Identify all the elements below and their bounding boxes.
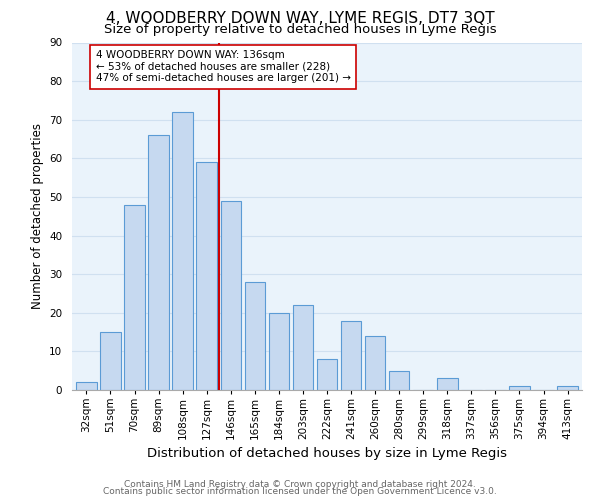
Bar xyxy=(172,112,193,390)
X-axis label: Distribution of detached houses by size in Lyme Regis: Distribution of detached houses by size … xyxy=(147,448,507,460)
Bar xyxy=(365,336,385,390)
Text: Contains public sector information licensed under the Open Government Licence v3: Contains public sector information licen… xyxy=(103,487,497,496)
Bar xyxy=(293,305,313,390)
Bar xyxy=(100,332,121,390)
Bar xyxy=(389,370,409,390)
Text: Contains HM Land Registry data © Crown copyright and database right 2024.: Contains HM Land Registry data © Crown c… xyxy=(124,480,476,489)
Bar xyxy=(269,313,289,390)
Bar xyxy=(196,162,217,390)
Bar xyxy=(148,135,169,390)
Bar xyxy=(76,382,97,390)
Bar xyxy=(509,386,530,390)
Text: 4 WOODBERRY DOWN WAY: 136sqm
← 53% of detached houses are smaller (228)
47% of s: 4 WOODBERRY DOWN WAY: 136sqm ← 53% of de… xyxy=(95,50,350,84)
Bar xyxy=(317,359,337,390)
Y-axis label: Number of detached properties: Number of detached properties xyxy=(31,123,44,309)
Bar xyxy=(245,282,265,390)
Text: Size of property relative to detached houses in Lyme Regis: Size of property relative to detached ho… xyxy=(104,22,496,36)
Bar xyxy=(557,386,578,390)
Bar xyxy=(221,201,241,390)
Text: 4, WOODBERRY DOWN WAY, LYME REGIS, DT7 3QT: 4, WOODBERRY DOWN WAY, LYME REGIS, DT7 3… xyxy=(106,11,494,26)
Bar xyxy=(437,378,458,390)
Bar xyxy=(341,320,361,390)
Bar xyxy=(124,204,145,390)
